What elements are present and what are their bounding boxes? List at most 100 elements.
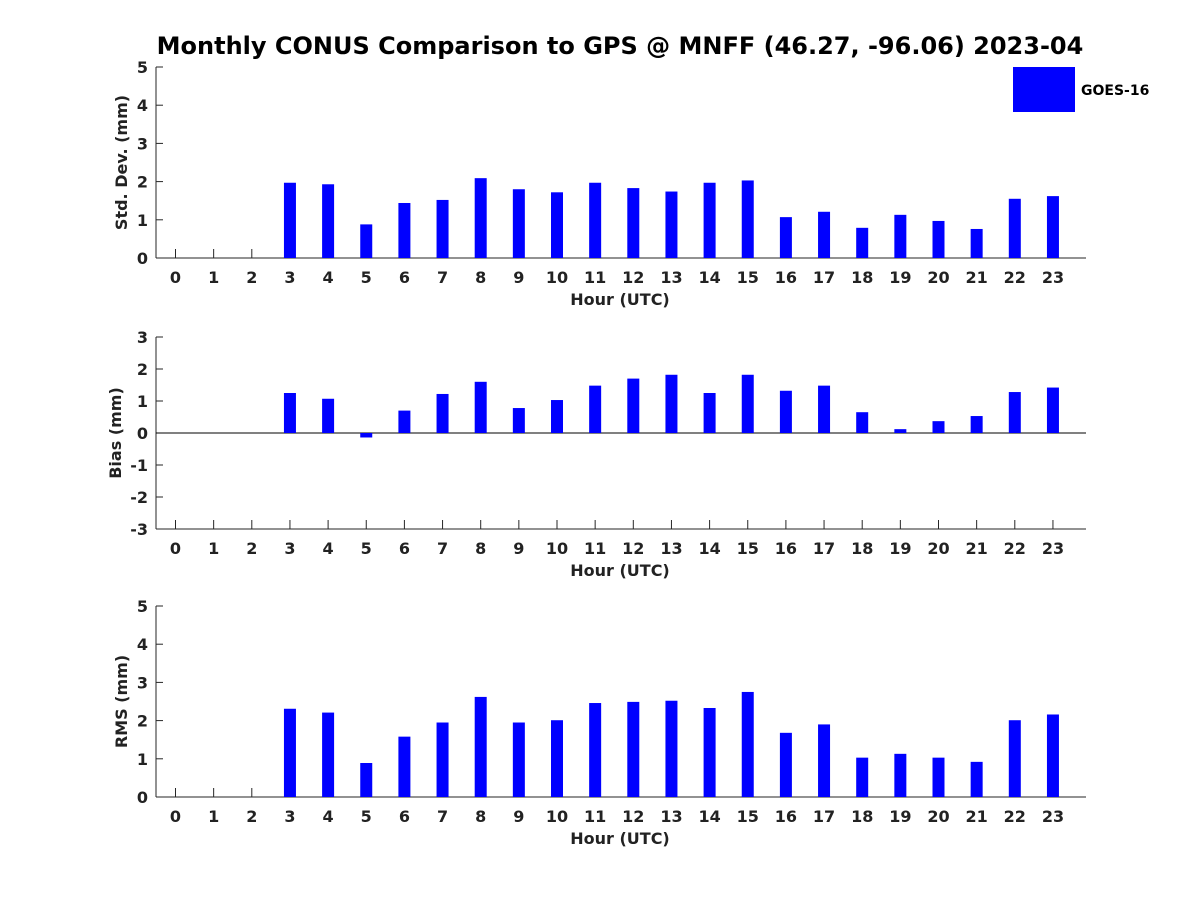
x-tick-label: 3 — [284, 539, 295, 558]
x-tick-label: 7 — [437, 268, 448, 287]
bar-hour-9 — [512, 722, 525, 797]
y-tick-label: 3 — [137, 328, 148, 347]
x-tick-label: 2 — [246, 539, 257, 558]
bar-hour-3 — [283, 182, 296, 258]
x-tick-label: 20 — [927, 807, 949, 826]
x-tick-label: 12 — [622, 807, 644, 826]
x-tick-label: 3 — [284, 268, 295, 287]
bar-hour-17 — [818, 385, 831, 433]
bar-hour-8 — [474, 696, 487, 797]
x-tick-label: 5 — [361, 807, 372, 826]
bar-hour-4 — [322, 712, 335, 797]
bar-hour-4 — [322, 184, 335, 258]
bar-hour-21 — [970, 761, 983, 797]
x-tick-label: 15 — [737, 539, 759, 558]
legend-swatch — [1013, 67, 1075, 112]
x-tick-label: 15 — [737, 268, 759, 287]
x-tick-label: 21 — [966, 807, 988, 826]
x-tick-label: 16 — [775, 268, 797, 287]
x-tick-label: 4 — [323, 539, 334, 558]
x-tick-label: 18 — [851, 539, 873, 558]
x-tick-label: 21 — [966, 539, 988, 558]
x-tick-label: 11 — [584, 539, 606, 558]
y-tick-label: 0 — [137, 424, 148, 443]
bar-hour-17 — [818, 211, 831, 258]
bar-hour-3 — [283, 393, 296, 433]
x-tick-label: 2 — [246, 807, 257, 826]
x-tick-label: 17 — [813, 268, 835, 287]
x-tick-label: 14 — [698, 539, 720, 558]
bar-hour-19 — [894, 214, 907, 258]
x-tick-label: 6 — [399, 268, 410, 287]
x-tick-label: 0 — [170, 268, 181, 287]
x-tick-label: 6 — [399, 539, 410, 558]
x-tick-label: 23 — [1042, 268, 1064, 287]
x-tick-label: 23 — [1042, 539, 1064, 558]
x-tick-label: 13 — [660, 268, 682, 287]
bar-hour-15 — [741, 691, 754, 797]
x-tick-label: 15 — [737, 807, 759, 826]
y-tick-label: -1 — [130, 456, 148, 475]
bar-hour-19 — [894, 429, 907, 433]
x-tick-label: 22 — [1004, 539, 1026, 558]
x-tick-label: 1 — [208, 807, 219, 826]
bar-hour-14 — [703, 707, 716, 797]
x-tick-label: 8 — [475, 807, 486, 826]
x-tick-label: 7 — [437, 807, 448, 826]
x-tick-label: 4 — [323, 268, 334, 287]
y-tick-label: 5 — [137, 58, 148, 77]
x-tick-label: 23 — [1042, 807, 1064, 826]
y-tick-label: 2 — [137, 360, 148, 379]
x-tick-label: 16 — [775, 539, 797, 558]
bar-hour-5 — [360, 433, 373, 438]
y-tick-label: 4 — [137, 635, 148, 654]
bar-hour-20 — [932, 220, 945, 258]
x-tick-label: 16 — [775, 807, 797, 826]
x-tick-label: 13 — [660, 807, 682, 826]
x-tick-label: 6 — [399, 807, 410, 826]
bar-hour-16 — [779, 217, 792, 258]
x-tick-label: 9 — [513, 807, 524, 826]
x-tick-label: 14 — [698, 268, 720, 287]
x-tick-label: 8 — [475, 268, 486, 287]
y-tick-label: 5 — [137, 597, 148, 616]
x-axis-label: Hour (UTC) — [570, 829, 670, 848]
bar-hour-7 — [436, 722, 449, 797]
bar-hour-4 — [322, 398, 335, 433]
y-tick-label: 1 — [137, 211, 148, 230]
bar-hour-15 — [741, 374, 754, 433]
bar-hour-8 — [474, 381, 487, 433]
x-tick-label: 7 — [437, 539, 448, 558]
x-tick-label: 12 — [622, 539, 644, 558]
x-tick-label: 9 — [513, 268, 524, 287]
bar-hour-18 — [856, 757, 869, 797]
bar-hour-16 — [779, 732, 792, 797]
x-tick-label: 17 — [813, 807, 835, 826]
bar-hour-6 — [398, 202, 411, 258]
x-tick-label: 20 — [927, 268, 949, 287]
bar-hour-18 — [856, 227, 869, 258]
bar-hour-10 — [551, 192, 563, 258]
x-tick-label: 4 — [323, 807, 334, 826]
y-axis-label: Bias (mm) — [106, 387, 125, 479]
bar-hour-17 — [818, 724, 831, 797]
x-tick-label: 11 — [584, 268, 606, 287]
x-tick-label: 22 — [1004, 268, 1026, 287]
bar-hour-12 — [627, 378, 640, 433]
bar-hour-20 — [932, 757, 945, 797]
x-tick-label: 14 — [698, 807, 720, 826]
y-tick-label: 3 — [137, 673, 148, 692]
x-tick-label: 8 — [475, 539, 486, 558]
bar-hour-5 — [360, 224, 373, 258]
bar-hour-7 — [436, 199, 449, 258]
x-tick-label: 11 — [584, 807, 606, 826]
legend-label: GOES-16 — [1081, 83, 1149, 99]
y-axis-label: RMS (mm) — [112, 655, 131, 748]
bar-hour-22 — [1008, 392, 1021, 433]
y-tick-label: 0 — [137, 788, 148, 807]
bar-hour-6 — [398, 410, 411, 433]
y-tick-label: 4 — [137, 96, 148, 115]
